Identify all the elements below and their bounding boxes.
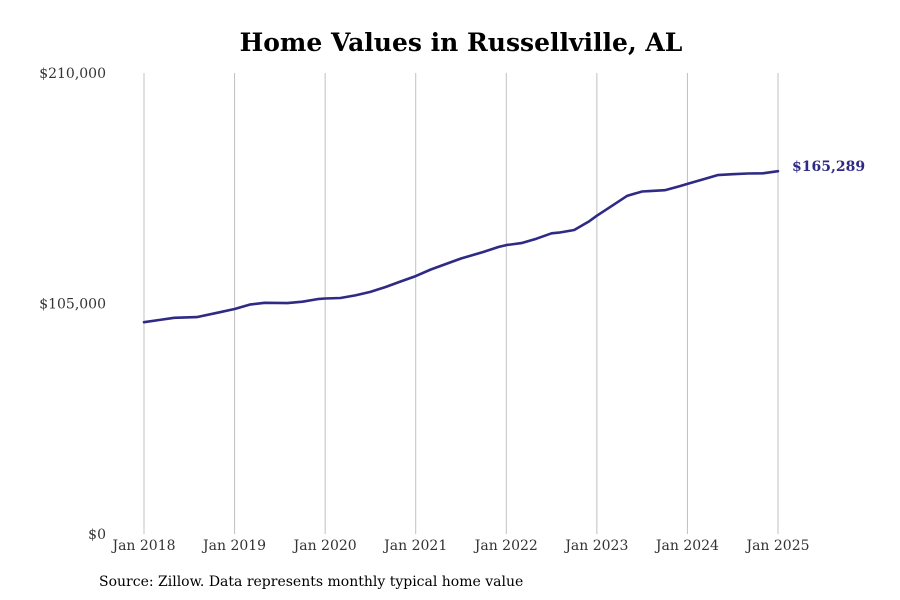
chart-title: Home Values in Russellville, AL xyxy=(239,28,683,57)
gridlines xyxy=(143,73,779,534)
data-labels: $165,289 xyxy=(792,159,865,175)
end-value-label: $165,289 xyxy=(792,159,865,175)
x-tick-label: Jan 2022 xyxy=(473,538,538,554)
x-tick-label: Jan 2025 xyxy=(744,538,809,554)
y-tick-label: $105,000 xyxy=(39,297,106,313)
x-tick-label: Jan 2020 xyxy=(292,538,357,554)
x-axis: Jan 2018 Jan 2019 Jan 2020 Jan 2021 Jan 2022… xyxy=(110,538,809,554)
y-tick-label: $210,000 xyxy=(39,66,106,82)
x-tick-label: Jan 2023 xyxy=(563,538,628,554)
x-tick-label: Jan 2018 xyxy=(110,538,175,554)
source-note: Source: Zillow. Data represents monthly … xyxy=(99,574,524,590)
series-home-value xyxy=(142,169,780,324)
x-tick-label: Jan 2024 xyxy=(654,538,719,554)
y-axis: $0 $105,000 $210,000 xyxy=(39,66,106,543)
y-tick-label: $0 xyxy=(88,527,106,543)
x-tick-label: Jan 2019 xyxy=(201,538,266,554)
x-tick-label: Jan 2021 xyxy=(382,538,447,554)
series-line xyxy=(142,169,780,324)
